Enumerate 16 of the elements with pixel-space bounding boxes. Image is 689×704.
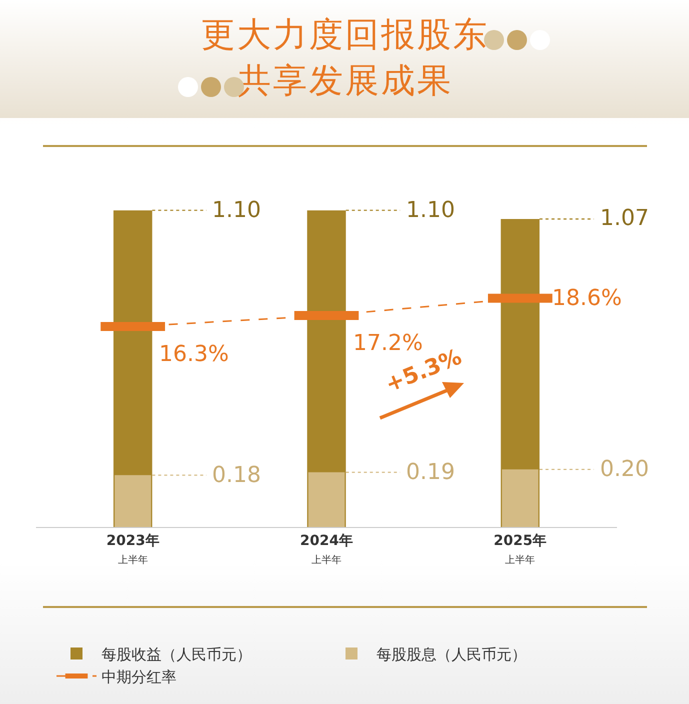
data-label: 16.3% bbox=[159, 342, 229, 367]
data-label: 0.18 bbox=[212, 463, 261, 488]
data-label: 1.10 bbox=[406, 198, 455, 223]
data-label: 1.07 bbox=[600, 206, 649, 231]
x-tick-label: 2023年上半年 bbox=[106, 532, 160, 566]
legend-label: 每股股息（人民币元） bbox=[376, 645, 526, 664]
legend-label: 每股收益（人民币元） bbox=[102, 645, 252, 664]
legend-label: 中期分红率 bbox=[102, 668, 176, 686]
chart-title: 更大力度回报股东共享发展成果 bbox=[200, 14, 490, 103]
data-label: 17.2% bbox=[353, 331, 423, 356]
x-tick-label: 2024年上半年 bbox=[300, 532, 353, 566]
x-tick-label: 2025年上半年 bbox=[494, 532, 547, 566]
data-label: 0.20 bbox=[600, 457, 649, 482]
data-label: 1.10 bbox=[212, 198, 261, 223]
data-label: 0.19 bbox=[406, 460, 455, 485]
data-label: 18.6% bbox=[552, 286, 622, 311]
